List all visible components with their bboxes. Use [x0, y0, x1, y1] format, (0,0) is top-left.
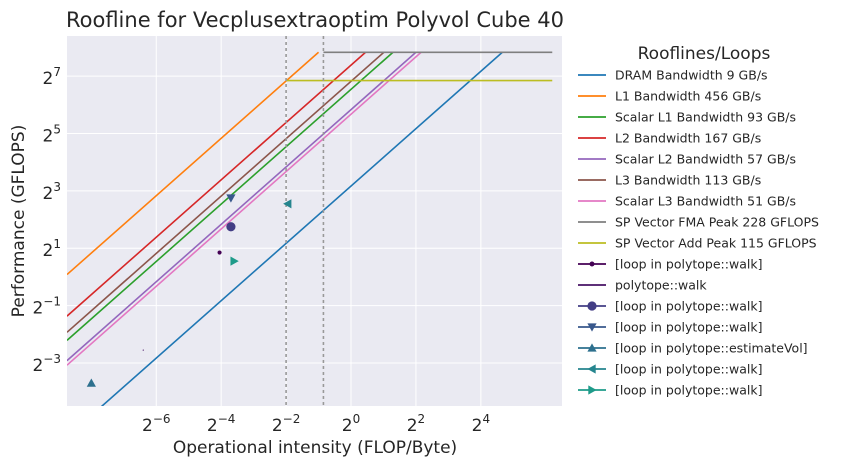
- x-tick-label: 2−4: [207, 412, 236, 436]
- legend-entry: [loop in polytope::walk]: [578, 299, 762, 314]
- legend-marker: [587, 343, 597, 352]
- legend-title: Rooflines/Loops: [638, 44, 771, 64]
- x-axis-label: Operational intensity (FLOP/Byte): [173, 438, 457, 458]
- x-tick-label: 20: [342, 412, 360, 436]
- y-tick-label: 2−1: [32, 295, 61, 319]
- legend-entry: [loop in polytope::walk]: [578, 320, 762, 335]
- legend-entry: L1 Bandwidth 456 GB/s: [578, 89, 761, 104]
- x-tick-label: 2−6: [142, 412, 171, 436]
- roofline-line: [67, 51, 367, 317]
- legend-entry: [loop in polytope::walk]: [578, 257, 762, 272]
- loop-point: [283, 199, 292, 209]
- legend-entry: SP Vector Add Peak 115 GFLOPS: [578, 236, 817, 251]
- legend-label: [loop in polytope::walk]: [615, 362, 762, 377]
- legend-label: Scalar L3 Bandwidth 51 GB/s: [615, 194, 796, 209]
- loop-point: [226, 222, 236, 232]
- legend-entry: L2 Bandwidth 167 GB/s: [578, 131, 761, 146]
- legend: Rooflines/Loops DRAM Bandwidth 9 GB/s L1 …: [578, 44, 819, 398]
- roofline-line: [67, 51, 385, 333]
- chart-title: Roofline for Vecplusextraoptim Polyvol C…: [66, 8, 564, 32]
- y-tick-label: 23: [43, 180, 61, 204]
- x-ticks: 2−6 2−4 2−2 20 22 24: [142, 412, 490, 436]
- legend-label: DRAM Bandwidth 9 GB/s: [615, 68, 768, 83]
- x-tick-label: 22: [407, 412, 425, 436]
- y-tick-label: 27: [43, 65, 61, 89]
- legend-label: polytope::walk: [615, 278, 707, 293]
- legend-label: L3 Bandwidth 113 GB/s: [615, 173, 761, 188]
- legend-label: SP Vector FMA Peak 228 GFLOPS: [615, 215, 819, 230]
- legend-label: SP Vector Add Peak 115 GFLOPS: [615, 236, 817, 251]
- legend-entry: Scalar L2 Bandwidth 57 GB/s: [578, 152, 796, 167]
- plot-area: [67, 36, 562, 406]
- legend-marker: [587, 364, 596, 374]
- x-tick-label: 24: [472, 412, 490, 436]
- y-axis-label: Performance (GFLOPS): [9, 125, 29, 318]
- legend-marker: [587, 323, 597, 332]
- legend-entry: [loop in polytope::walk]: [578, 362, 762, 377]
- loop-point: [86, 378, 96, 387]
- y-tick-label: 2−3: [32, 352, 61, 376]
- loop-point: [230, 256, 239, 266]
- legend-label: Scalar L2 Bandwidth 57 GB/s: [615, 152, 796, 167]
- y-tick-label: 21: [43, 237, 61, 261]
- legend-label: [loop in polytope::walk]: [615, 257, 762, 272]
- legend-label: [loop in polytope::estimateVol]: [615, 341, 808, 356]
- legend-entry: Scalar L1 Bandwidth 93 GB/s: [578, 110, 796, 125]
- x-tick-label: 2−2: [272, 412, 301, 436]
- legend-label: [loop in polytope::walk]: [615, 320, 762, 335]
- legend-entry: SP Vector FMA Peak 228 GFLOPS: [578, 215, 819, 230]
- legend-marker: [589, 261, 595, 267]
- roofline-line: [67, 51, 417, 362]
- roofline-line: [67, 51, 422, 366]
- y-tick-label: 25: [43, 123, 61, 147]
- y-ticks: 2−3 2−1 21 23 25 27: [32, 65, 61, 376]
- legend-label: L2 Bandwidth 167 GB/s: [615, 131, 761, 146]
- legend-marker: [587, 301, 597, 311]
- loop-point: [142, 349, 144, 351]
- legend-label: Scalar L1 Bandwidth 93 GB/s: [615, 110, 796, 125]
- roofline-line: [67, 51, 320, 276]
- legend-label: [loop in polytope::walk]: [615, 383, 762, 398]
- legend-entry: Scalar L3 Bandwidth 51 GB/s: [578, 194, 796, 209]
- legend-label: [loop in polytope::walk]: [615, 299, 762, 314]
- legend-entry: polytope::walk: [578, 278, 707, 293]
- legend-entry: DRAM Bandwidth 9 GB/s: [578, 68, 768, 83]
- loop-point: [226, 194, 236, 203]
- legend-label: L1 Bandwidth 456 GB/s: [615, 89, 761, 104]
- legend-entry: [loop in polytope::walk]: [578, 383, 762, 398]
- legend-entry: L3 Bandwidth 113 GB/s: [578, 173, 761, 188]
- legend-marker: [588, 385, 597, 395]
- plot-content: [67, 36, 553, 406]
- legend-entry: [loop in polytope::estimateVol]: [578, 341, 808, 356]
- roofline-line: [100, 51, 503, 406]
- loop-point: [217, 250, 222, 255]
